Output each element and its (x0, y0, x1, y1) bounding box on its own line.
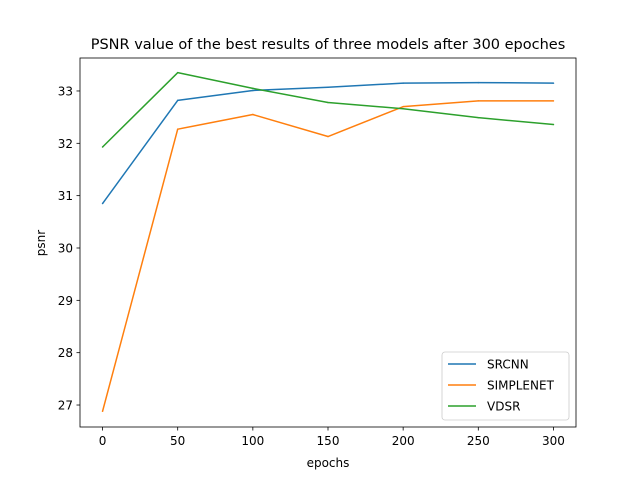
y-axis-label: psnr (34, 230, 48, 256)
legend-label-simplenet: SIMPLENET (487, 379, 555, 393)
data-point-simplenet (552, 100, 555, 102)
x-tick-label: 250 (467, 434, 490, 448)
plot-lines (101, 71, 555, 413)
data-point-simplenet (176, 128, 179, 130)
data-point-simplenet (477, 100, 480, 102)
x-tick-label: 150 (317, 434, 340, 448)
data-point-simplenet (101, 410, 104, 413)
data-point-srcnn (327, 86, 329, 89)
data-point-vdsr (477, 116, 480, 119)
data-point-vdsr (101, 146, 104, 148)
data-point-vdsr (552, 123, 555, 126)
legend-label-vdsr: VDSR (487, 400, 520, 414)
legend: SRCNN SIMPLENET VDSR (441, 351, 570, 421)
data-point-simplenet (252, 113, 254, 116)
x-tick-label: 0 (99, 434, 107, 448)
data-point-srcnn (402, 82, 404, 84)
x-tick-label: 100 (241, 434, 264, 448)
data-point-simplenet (327, 135, 329, 138)
x-tick-label: 50 (170, 434, 185, 448)
legend-box (441, 351, 570, 421)
data-point-simplenet (402, 105, 404, 108)
x-axis: 0 50 100 150 200 250 300 (99, 427, 565, 448)
data-point-vdsr (176, 71, 179, 74)
data-point-vdsr (402, 108, 404, 110)
data-point-vdsr (327, 101, 329, 104)
chart-title: PSNR value of the best results of three … (91, 37, 566, 53)
data-point-srcnn (477, 81, 480, 84)
legend-label-srcnn: SRCNN (487, 358, 529, 372)
y-tick-label: 30 (58, 241, 73, 255)
y-tick-label: 31 (58, 189, 73, 203)
y-axis: 27 28 29 30 31 32 33 (58, 84, 80, 413)
y-tick-label: 27 (58, 399, 73, 413)
y-tick-label: 28 (58, 346, 73, 360)
y-tick-label: 32 (58, 137, 73, 151)
y-tick-label: 33 (58, 84, 73, 98)
data-point-srcnn (552, 82, 555, 84)
data-point-srcnn (101, 202, 104, 205)
data-point-vdsr (252, 87, 254, 90)
y-tick-label: 29 (58, 294, 73, 308)
data-point-srcnn (252, 89, 254, 92)
x-tick-label: 200 (392, 434, 415, 448)
x-axis-label: epochs (307, 456, 350, 470)
data-point-srcnn (176, 99, 179, 102)
x-tick-label: 300 (542, 434, 565, 448)
